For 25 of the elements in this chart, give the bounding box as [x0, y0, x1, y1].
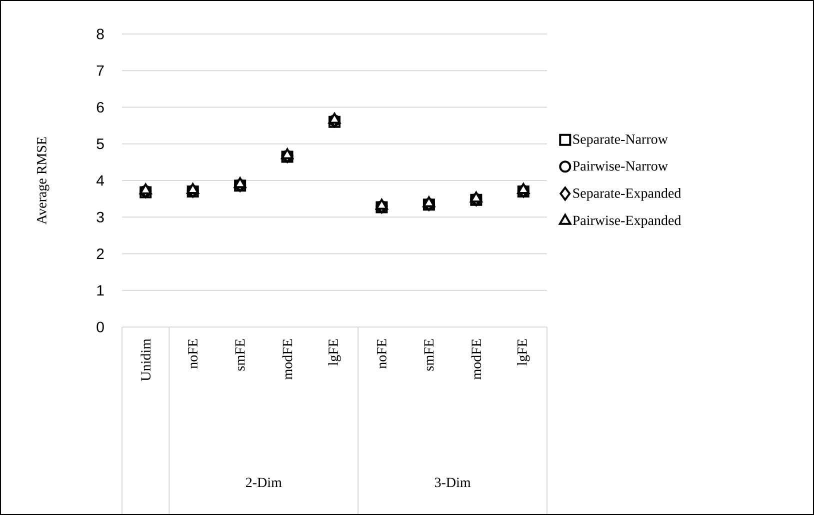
x-tick-label: lgFE — [328, 339, 341, 366]
y-tick-label: 3 — [96, 212, 104, 222]
legend-label: Separate-Expanded — [573, 188, 682, 201]
x-tick-label: lgFE — [517, 339, 530, 366]
legend-label: Pairwise-Expanded — [572, 215, 682, 228]
x-tick-label: modFE — [471, 339, 482, 380]
y-tick-label: 6 — [96, 102, 104, 113]
x-tick-label: noFE — [188, 339, 198, 369]
x-tick-label: noFE — [377, 339, 386, 369]
y-tick-label: 5 — [96, 138, 104, 150]
y-tick-label: 4 — [96, 175, 104, 186]
text: 3-Dim — [434, 478, 471, 488]
y-tick-label: 1 — [97, 285, 104, 296]
legend-label: Separate-Narrow — [573, 134, 668, 147]
x-tick-label: Unidim — [140, 338, 151, 382]
y-tick-label: 0 — [96, 322, 104, 332]
x-tick-label: smFE — [235, 339, 245, 371]
legend-label: Pairwise-Narrow — [572, 161, 668, 171]
y-tick-label: 2 — [96, 248, 104, 259]
y-tick-label: 7 — [96, 65, 104, 76]
text: 2-Dim — [246, 478, 282, 488]
x-tick-label: smFE — [424, 339, 434, 371]
y-axis-title: Average RMSE — [36, 137, 50, 224]
y-tick-label: 8 — [96, 28, 104, 40]
x-tick-label: modFE — [282, 339, 292, 380]
